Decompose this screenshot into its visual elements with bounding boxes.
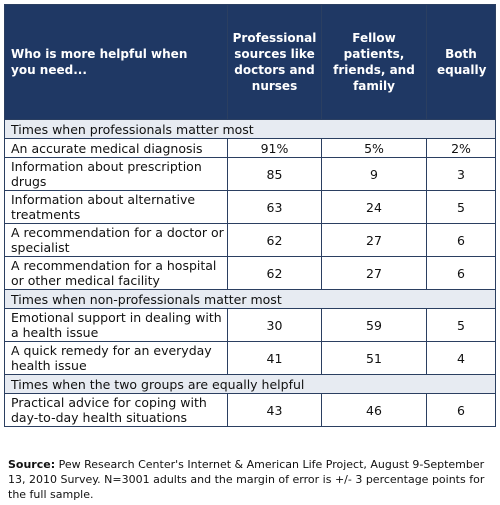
cell-value: 62 — [227, 223, 322, 257]
cell-value: 30 — [227, 308, 322, 342]
table-row: Practical advice for coping with day-to-… — [4, 393, 496, 427]
row-label: An accurate medical diagnosis — [4, 138, 228, 158]
cell-value: 5 — [426, 190, 496, 224]
column-header-question: Who is more helpful when you need... — [4, 4, 228, 120]
column-header-professional: Professional sources like doctors and nu… — [227, 4, 322, 120]
cell-value: 24 — [321, 190, 427, 224]
cell-value: 63 — [227, 190, 322, 224]
header-row: Who is more helpful when you need... Pro… — [4, 4, 496, 120]
table-row: Information about prescription drugs 85 … — [4, 157, 496, 191]
cell-value: 46 — [321, 393, 427, 427]
cell-value: 27 — [321, 223, 427, 257]
section-title: Times when professionals matter most — [4, 119, 496, 139]
cell-value: 62 — [227, 256, 322, 290]
section-row: Times when the two groups are equally he… — [4, 374, 496, 394]
column-header-fellow: Fellow patients, friends, and family — [321, 4, 427, 120]
row-label: Information about alternative treatments — [4, 190, 228, 224]
column-header-both: Both equally — [426, 4, 496, 120]
cell-value: 3 — [426, 157, 496, 191]
data-table: Who is more helpful when you need... Pro… — [4, 4, 496, 427]
section-title: Times when the two groups are equally he… — [4, 374, 496, 394]
row-label: Information about prescription drugs — [4, 157, 228, 191]
row-label: A recommendation for a doctor or special… — [4, 223, 228, 257]
section-row: Times when non-professionals matter most — [4, 289, 496, 309]
cell-value: 41 — [227, 341, 322, 375]
cell-value: 6 — [426, 393, 496, 427]
table-container: Who is more helpful when you need... Pro… — [4, 4, 496, 427]
cell-value: 2% — [426, 138, 496, 158]
table-row: A recommendation for a hospital or other… — [4, 256, 496, 290]
cell-value: 43 — [227, 393, 322, 427]
table-row: An accurate medical diagnosis 91% 5% 2% — [4, 138, 496, 158]
source-label: Source: — [8, 458, 56, 471]
row-label: A recommendation for a hospital or other… — [4, 256, 228, 290]
cell-value: 85 — [227, 157, 322, 191]
cell-value: 4 — [426, 341, 496, 375]
row-label: Emotional support in dealing with a heal… — [4, 308, 228, 342]
row-label: A quick remedy for an everyday health is… — [4, 341, 228, 375]
cell-value: 5 — [426, 308, 496, 342]
cell-value: 9 — [321, 157, 427, 191]
cell-value: 27 — [321, 256, 427, 290]
cell-value: 6 — [426, 223, 496, 257]
cell-value: 6 — [426, 256, 496, 290]
cell-value: 91% — [227, 138, 322, 158]
cell-value: 5% — [321, 138, 427, 158]
cell-value: 51 — [321, 341, 427, 375]
section-row: Times when professionals matter most — [4, 119, 496, 139]
row-label: Practical advice for coping with day-to-… — [4, 393, 228, 427]
table-row: A recommendation for a doctor or special… — [4, 223, 496, 257]
source-text: Pew Research Center's Internet & America… — [8, 458, 485, 501]
section-title: Times when non-professionals matter most — [4, 289, 496, 309]
source-note: Source: Pew Research Center's Internet &… — [8, 457, 494, 502]
table-row: Emotional support in dealing with a heal… — [4, 308, 496, 342]
table-row: Information about alternative treatments… — [4, 190, 496, 224]
cell-value: 59 — [321, 308, 427, 342]
table-row: A quick remedy for an everyday health is… — [4, 341, 496, 375]
